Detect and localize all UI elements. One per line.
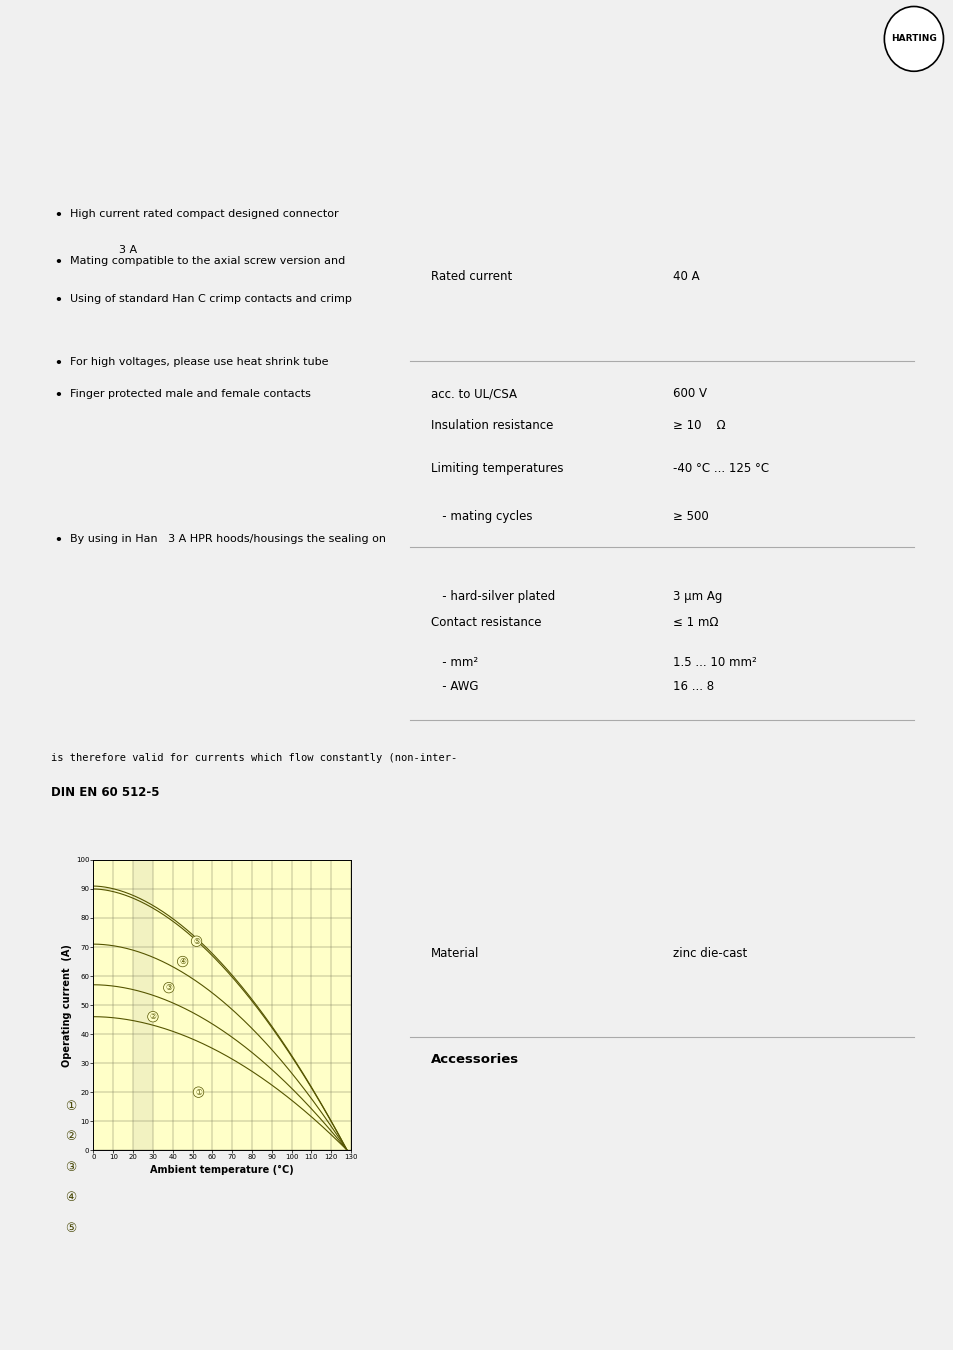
Text: ③: ③ xyxy=(165,983,172,992)
Text: ≥ 500: ≥ 500 xyxy=(672,510,707,522)
Text: is therefore valid for currents which flow constantly (non-inter-: is therefore valid for currents which fl… xyxy=(51,752,456,763)
Text: HARTING: HARTING xyxy=(890,34,936,43)
Text: DIN EN 60 512-5: DIN EN 60 512-5 xyxy=(51,786,159,799)
Text: ⑤: ⑤ xyxy=(65,1222,76,1235)
Text: -40 °C ... 125 °C: -40 °C ... 125 °C xyxy=(672,462,768,475)
Text: - mm²: - mm² xyxy=(431,656,477,668)
Text: •: • xyxy=(54,390,62,402)
Text: 1.5 ... 10 mm²: 1.5 ... 10 mm² xyxy=(672,656,756,668)
X-axis label: Ambient temperature (°C): Ambient temperature (°C) xyxy=(151,1165,294,1174)
Text: - mating cycles: - mating cycles xyxy=(431,510,532,522)
Text: ②: ② xyxy=(150,1012,156,1021)
Text: Mating compatible to the axial screw version and: Mating compatible to the axial screw ver… xyxy=(71,256,345,266)
Text: ≥ 10    Ω: ≥ 10 Ω xyxy=(672,420,724,432)
Bar xyxy=(133,860,152,1150)
Text: High current rated compact designed connector: High current rated compact designed conn… xyxy=(71,209,338,220)
Text: 16 ... 8: 16 ... 8 xyxy=(672,680,713,694)
Text: zinc die-cast: zinc die-cast xyxy=(672,946,746,960)
Text: ③: ③ xyxy=(65,1161,76,1173)
Ellipse shape xyxy=(883,7,943,72)
Y-axis label: Operating current  (A): Operating current (A) xyxy=(62,944,71,1066)
Text: ①: ① xyxy=(194,1088,202,1096)
Text: Using of standard Han C crimp contacts and crimp: Using of standard Han C crimp contacts a… xyxy=(71,294,352,304)
Text: For high voltages, please use heat shrink tube: For high voltages, please use heat shrin… xyxy=(71,356,329,367)
Text: Finger protected male and female contacts: Finger protected male and female contact… xyxy=(71,390,311,400)
Text: Material: Material xyxy=(431,946,479,960)
Text: Accessories: Accessories xyxy=(431,1053,518,1066)
Text: HARTING: HARTING xyxy=(890,34,936,43)
Text: •: • xyxy=(54,209,62,223)
Text: •: • xyxy=(54,256,62,269)
Text: ④: ④ xyxy=(65,1192,76,1204)
Text: acc. to UL/CSA: acc. to UL/CSA xyxy=(431,387,517,401)
Text: By using in Han   3 A HPR hoods/housings the sealing on: By using in Han 3 A HPR hoods/housings t… xyxy=(71,535,386,544)
Text: ⑤: ⑤ xyxy=(193,937,200,946)
Text: 40 A: 40 A xyxy=(672,270,699,284)
Text: •: • xyxy=(54,535,62,547)
Text: 3 A: 3 A xyxy=(71,244,137,255)
Text: ②: ② xyxy=(65,1130,76,1143)
Text: 3 μm Ag: 3 μm Ag xyxy=(672,590,721,602)
Text: Contact resistance: Contact resistance xyxy=(431,617,541,629)
Text: - hard-silver plated: - hard-silver plated xyxy=(431,590,555,602)
Text: Rated current: Rated current xyxy=(431,270,512,284)
Text: •: • xyxy=(54,294,62,306)
Text: ≤ 1 mΩ: ≤ 1 mΩ xyxy=(672,617,718,629)
Text: 600 V: 600 V xyxy=(672,387,706,401)
Text: Insulation resistance: Insulation resistance xyxy=(431,420,553,432)
Text: - AWG: - AWG xyxy=(431,680,478,694)
Text: ①: ① xyxy=(65,1099,76,1112)
Text: Limiting temperatures: Limiting temperatures xyxy=(431,462,563,475)
Text: ④: ④ xyxy=(179,957,186,967)
Text: •: • xyxy=(54,356,62,370)
